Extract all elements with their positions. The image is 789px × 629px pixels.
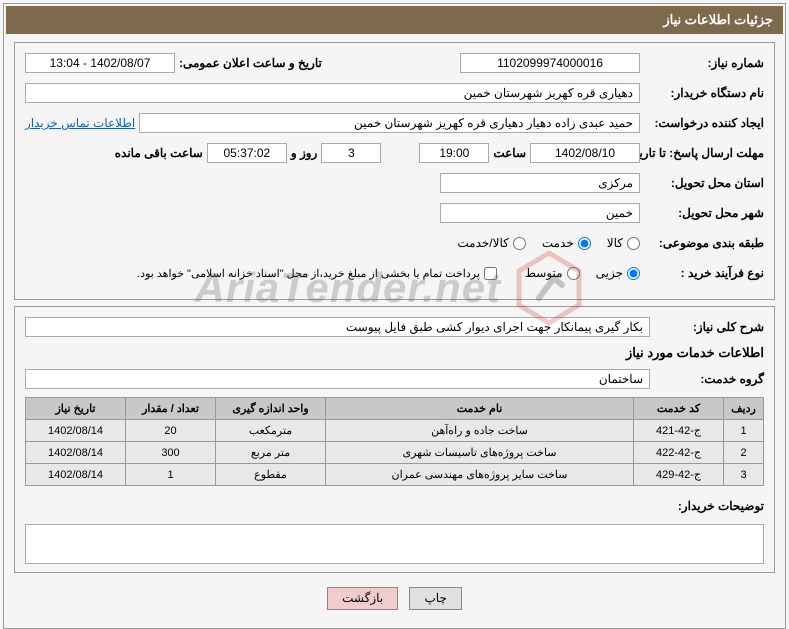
days-and-label: روز و (291, 146, 318, 160)
buyer-org-label: نام دستگاه خریدار: (644, 86, 764, 100)
table-header-3: واحد اندازه گیری (216, 398, 326, 420)
deadline-time-field: 19:00 (419, 143, 489, 163)
radio-both[interactable]: کالا/خدمت (457, 236, 525, 250)
table-cell: ج-42-421 (634, 420, 724, 442)
buyer-notes-textarea[interactable] (25, 524, 764, 564)
table-cell: 1402/08/14 (26, 464, 126, 486)
table-row: 3ج-42-429ساخت سایر پروژه‌های مهندسی عمرا… (26, 464, 764, 486)
treasury-checkbox[interactable]: پرداخت تمام یا بخشی از مبلغ خرید،از محل … (137, 267, 497, 280)
table-cell: 2 (724, 442, 764, 464)
table-header-2: نام خدمت (326, 398, 634, 420)
radio-goods[interactable]: کالا (607, 236, 640, 250)
radio-partial[interactable]: جزیی (596, 266, 640, 280)
table-cell: 1 (724, 420, 764, 442)
table-cell: مقطوع (216, 464, 326, 486)
time-word-label: ساعت (493, 146, 526, 160)
services-header: اطلاعات خدمات مورد نیاز (25, 345, 764, 361)
days-remaining-field: 3 (321, 143, 381, 163)
process-radio-group: جزیی متوسط (525, 266, 640, 280)
contact-info-link[interactable]: اطلاعات تماس خریدار (25, 116, 135, 130)
treasury-checkbox-label: پرداخت تمام یا بخشی از مبلغ خرید،از محل … (137, 267, 480, 280)
need-description-field: بکار گیری پیمانکار جهت اجرای دیوار کشی ط… (25, 317, 650, 337)
delivery-city-label: شهر محل تحویل: (644, 206, 764, 220)
category-radio-group: کالا خدمت کالا/خدمت (457, 236, 640, 250)
table-header-4: تعداد / مقدار (126, 398, 216, 420)
buyer-org-field: دهیاری قره کهریز شهرستان خمین (25, 83, 640, 103)
table-cell: ج-42-429 (634, 464, 724, 486)
hours-remaining-label: ساعت باقی مانده (115, 146, 203, 160)
need-details-fieldset: شرح کلی نیاز: بکار گیری پیمانکار جهت اجر… (14, 306, 775, 573)
table-cell: 20 (126, 420, 216, 442)
announce-date-label: تاریخ و ساعت اعلان عمومی: (179, 56, 322, 70)
title-bar: جزئیات اطلاعات نیاز (6, 6, 783, 34)
table-row: 1ج-42-421ساخت جاده و راه‌آهنمترمکعب20140… (26, 420, 764, 442)
announce-date-field: 1402/08/07 - 13:04 (25, 53, 175, 73)
requester-field: حمید عبدی زاده دهیار دهیاری قره کهریز شه… (139, 113, 640, 133)
need-description-label: شرح کلی نیاز: (654, 320, 764, 334)
time-remaining-field: 05:37:02 (207, 143, 287, 163)
service-group-field: ساختمان (25, 369, 650, 389)
button-bar: چاپ بازگشت (14, 579, 775, 618)
services-table: ردیفکد خدمتنام خدمتواحد اندازه گیریتعداد… (25, 397, 764, 486)
requester-label: ایجاد کننده درخواست: (644, 116, 764, 130)
table-cell: 300 (126, 442, 216, 464)
table-cell: ج-42-422 (634, 442, 724, 464)
deadline-date-field: 1402/08/10 (530, 143, 640, 163)
table-cell: 3 (724, 464, 764, 486)
table-header-5: تاریخ نیاز (26, 398, 126, 420)
table-cell: ساخت جاده و راه‌آهن (326, 420, 634, 442)
table-cell: ساخت پروژه‌های تاسیسات شهری (326, 442, 634, 464)
table-cell: 1402/08/14 (26, 420, 126, 442)
process-type-label: نوع فرآیند خرید : (644, 266, 764, 280)
table-cell: ساخت سایر پروژه‌های مهندسی عمران (326, 464, 634, 486)
service-group-label: گروه خدمت: (654, 372, 764, 386)
table-cell: 1 (126, 464, 216, 486)
table-cell: 1402/08/14 (26, 442, 126, 464)
table-cell: متر مربع (216, 442, 326, 464)
delivery-province-label: استان محل تحویل: (644, 176, 764, 190)
radio-medium[interactable]: متوسط (525, 266, 580, 280)
deadline-label: مهلت ارسال پاسخ: تا تاریخ: (644, 146, 764, 160)
table-header-1: کد خدمت (634, 398, 724, 420)
delivery-city-field: خمین (440, 203, 640, 223)
print-button[interactable]: چاپ (409, 587, 461, 610)
table-row: 2ج-42-422ساخت پروژه‌های تاسیسات شهریمتر … (26, 442, 764, 464)
back-button[interactable]: بازگشت (327, 587, 398, 610)
need-number-label: شماره نیاز: (644, 56, 764, 70)
general-info-fieldset: شماره نیاز: 1102099974000016 تاریخ و ساع… (14, 42, 775, 300)
category-label: طبقه بندی موضوعی: (644, 236, 764, 250)
delivery-province-field: مرکزی (440, 173, 640, 193)
radio-service[interactable]: خدمت (542, 236, 591, 250)
buyer-notes-label: توضیحات خریدار: (654, 499, 764, 513)
main-content: شماره نیاز: 1102099974000016 تاریخ و ساع… (6, 34, 783, 626)
table-cell: مترمکعب (216, 420, 326, 442)
need-number-field: 1102099974000016 (460, 53, 640, 73)
table-header-0: ردیف (724, 398, 764, 420)
